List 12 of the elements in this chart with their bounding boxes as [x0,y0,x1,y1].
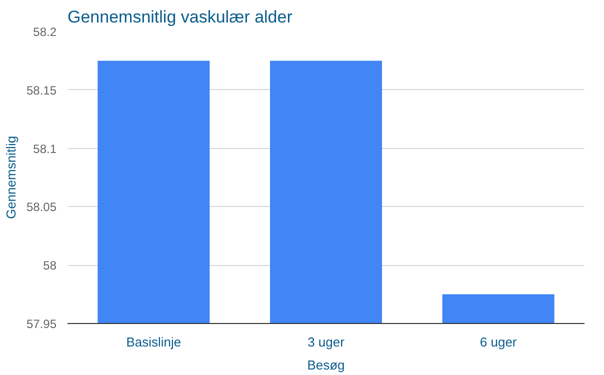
x-tick-label: 3 uger [308,334,346,350]
y-tick-label: 58.15 [26,83,57,98]
y-axis-title: Gennemsnitlig [3,136,18,220]
y-tick-label: 58.2 [33,25,57,39]
x-tick-label: 6 uger [480,334,518,350]
y-tick-label: 58.1 [33,142,57,156]
chart-title: Gennemsnitlig vaskulær alder [68,8,293,26]
y-tick-label: 58.05 [26,200,57,214]
y-tick-label: 57.95 [26,317,57,331]
x-tick-label: Basislinje [126,334,182,350]
x-axis-title: Besøg [307,358,345,372]
y-tick-label: 58 [43,258,57,273]
